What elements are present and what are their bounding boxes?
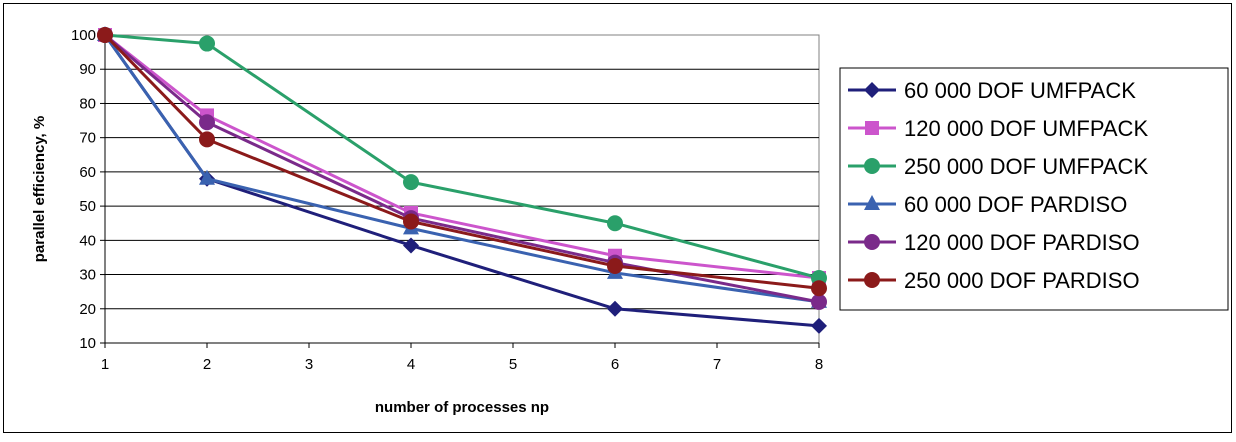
- y-tick-label: 20: [79, 301, 96, 318]
- x-tick-label: 6: [611, 356, 619, 373]
- legend-label: 250 000 DOF UMFPACK: [904, 154, 1148, 179]
- data-point: [811, 293, 827, 310]
- y-tick-label: 60: [79, 164, 96, 181]
- data-point: [607, 258, 623, 274]
- plot-area: [104, 34, 820, 344]
- x-tick-label: 4: [407, 356, 415, 373]
- data-point: [864, 195, 880, 210]
- data-point: [864, 82, 880, 98]
- data-point: [403, 237, 419, 254]
- x-tick-label: 2: [203, 356, 211, 373]
- y-axis-title: parallel efficiency, %: [31, 116, 48, 262]
- legend-item: 120 000 DOF PARDISO: [848, 230, 1140, 255]
- y-tick-label: 40: [79, 232, 96, 249]
- data-point: [864, 158, 880, 174]
- legend: 60 000 DOF UMFPACK 120 000 DOF UMFPACK 250…: [839, 67, 1229, 311]
- legend-items: 60 000 DOF UMFPACK 120 000 DOF UMFPACK 250…: [848, 78, 1148, 293]
- data-point: [811, 317, 827, 334]
- y-tick-label: 100: [71, 27, 96, 44]
- data-point: [607, 300, 623, 317]
- x-tick-label: 8: [815, 356, 823, 373]
- x-tick-label: 5: [509, 356, 517, 373]
- data-point: [199, 131, 215, 148]
- data-point: [199, 35, 215, 52]
- data-point: [811, 280, 827, 297]
- data-point: [199, 114, 215, 131]
- data-point: [403, 174, 419, 191]
- legend-label: 120 000 DOF PARDISO: [904, 230, 1140, 255]
- data-point: [864, 234, 880, 250]
- x-tick-label: 1: [101, 356, 109, 373]
- y-tick-label: 90: [79, 61, 96, 78]
- series-group: [97, 27, 827, 297]
- x-tick-label: 7: [713, 356, 721, 373]
- legend-box: [839, 67, 1229, 311]
- y-tick-label: 70: [79, 130, 96, 147]
- data-point: [199, 169, 215, 185]
- y-tick-label: 50: [79, 198, 96, 215]
- y-tick-label: 10: [79, 335, 96, 352]
- legend-label: 60 000 DOF PARDISO: [904, 192, 1127, 217]
- legend-label: 120 000 DOF UMFPACK: [904, 116, 1148, 141]
- legend-item: 120 000 DOF UMFPACK: [848, 116, 1148, 141]
- data-point: [97, 27, 113, 43]
- y-tick-label: 30: [79, 267, 96, 284]
- x-tick-label: 3: [305, 356, 313, 373]
- legend-item: 60 000 DOF UMFPACK: [848, 78, 1136, 103]
- data-point: [865, 121, 879, 135]
- series-layer: [97, 26, 827, 334]
- data-point: [864, 272, 880, 288]
- legend-item: 250 000 DOF UMFPACK: [848, 154, 1148, 179]
- axes-layer: 10 20 30 40 50 60 70 80 90 100 1 2 3 4 5 6 7 8: [71, 27, 823, 373]
- y-tick-label: 80: [79, 95, 96, 112]
- legend-item: 60 000 DOF PARDISO: [848, 192, 1127, 217]
- x-axis-title: number of processes np: [375, 399, 549, 416]
- data-point: [607, 215, 623, 232]
- data-point: [403, 213, 419, 230]
- legend-label: 250 000 DOF PARDISO: [904, 268, 1140, 293]
- legend-item: 250 000 DOF PARDISO: [848, 268, 1140, 293]
- legend-label: 60 000 DOF UMFPACK: [904, 78, 1136, 103]
